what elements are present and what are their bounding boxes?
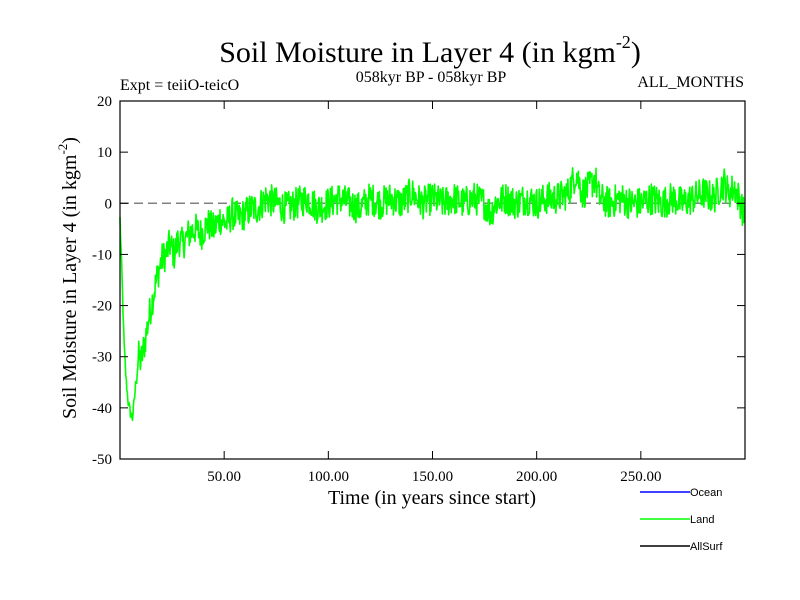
legend: Ocean Land AllSurf [640,487,723,553]
x-axis-label: Time (in years since start) [328,487,536,509]
x-tick-label: 50.00 [207,469,241,485]
series-line-land [119,167,746,422]
subtitle-experiment: Expt = teiiO-teicO [120,77,239,94]
x-tick-label: 100.00 [308,469,349,485]
chart-title: Soil Moisture in Layer 4 (in kgm-2) [219,32,641,69]
subtitle-period: 058kyr BP - 058kyr BP [356,69,507,86]
legend-label-land: Land [690,514,714,526]
y-tick-label: -30 [92,350,112,366]
y-axis-label: Soil Moisture in Layer 4 (in kgm-2) [55,137,81,419]
y-tick-label: -10 [92,247,112,263]
x-tick-label: 200.00 [516,469,557,485]
y-tick-label: 10 [97,145,112,161]
series-layer [119,167,746,422]
subtitle-months: ALL_MONTHS [637,74,744,91]
y-tick-label: 20 [97,94,112,110]
x-tick-label: 250.00 [620,469,661,485]
x-tick-label: 150.00 [412,469,453,485]
ticks-layer: 20 10 0 -10 -20 -30 -40 -50 50.00 100.00 150.00 200… [92,94,745,485]
y-tick-label: -40 [92,401,112,417]
y-tick-label: -20 [92,299,112,315]
axes-layer [119,100,746,460]
legend-label-ocean: Ocean [690,487,722,499]
legend-label-allsurf: AllSurf [690,541,723,553]
y-tick-label: -50 [92,452,112,468]
plot-frame [119,100,746,460]
y-tick-label: 0 [105,196,113,212]
